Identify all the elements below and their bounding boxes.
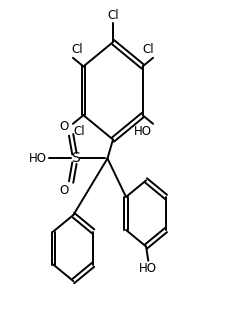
Text: S: S — [71, 151, 80, 165]
Text: HO: HO — [133, 125, 151, 139]
Text: HO: HO — [29, 152, 47, 165]
Text: Cl: Cl — [142, 43, 153, 56]
Text: Cl: Cl — [72, 43, 83, 56]
Text: O: O — [59, 184, 69, 196]
Text: Cl: Cl — [107, 9, 118, 22]
Text: O: O — [59, 120, 69, 133]
Text: HO: HO — [139, 262, 157, 275]
Text: Cl: Cl — [73, 125, 84, 139]
